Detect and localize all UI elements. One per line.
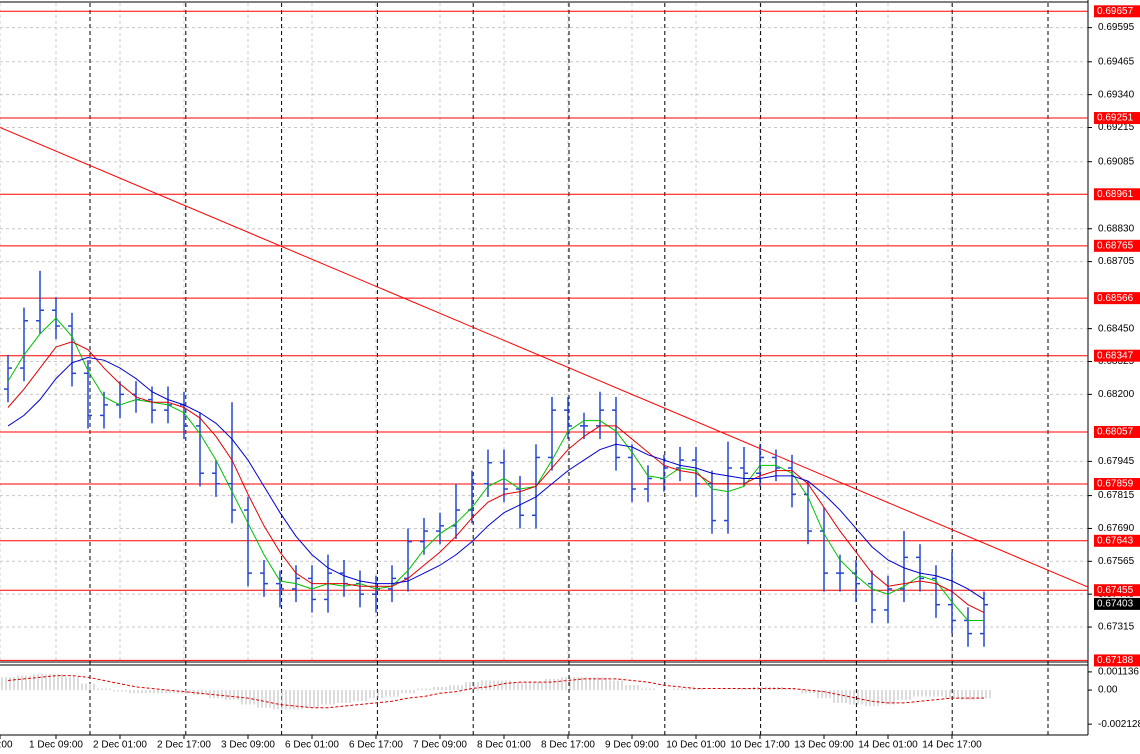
level-label: 0.69251 (1097, 113, 1134, 124)
y-tick-label: 0.68830 (1098, 223, 1135, 234)
y-tick-label: 0.67815 (1098, 490, 1135, 501)
level-label: 0.69657 (1097, 6, 1134, 17)
plot-area (0, 3, 1088, 735)
x-tick-label: 7 Dec 09:00 (413, 740, 467, 751)
level-label: 0.68765 (1097, 240, 1134, 251)
x-tick-label: 8 Dec 01:00 (477, 740, 531, 751)
level-label-bg (1094, 534, 1140, 547)
y-tick-label: 0.68200 (1098, 389, 1135, 400)
level-label: 0.68057 (1097, 427, 1134, 438)
y-tick-label: 0.001136 (1098, 667, 1139, 678)
x-tick-label: 13 Dec 09:00 (794, 740, 854, 751)
level-label: 0.67188 (1097, 655, 1134, 666)
level-label-bg (1094, 239, 1140, 252)
x-tick-label: 10 Dec 17:00 (730, 740, 790, 751)
level-label-bg (1094, 425, 1140, 438)
last-price-label: 0.67403 (1097, 599, 1134, 610)
x-tick-label: 14 Dec 17:00 (922, 740, 982, 751)
level-label-bg (1094, 112, 1140, 125)
y-tick-label: 0.67945 (1098, 456, 1135, 467)
y-tick-label: 0.68450 (1098, 323, 1135, 334)
level-label-bg (1094, 292, 1140, 305)
trendline (0, 127, 1089, 588)
level-label-bg (1094, 5, 1140, 18)
level-label: 0.68961 (1097, 189, 1134, 200)
signal-line (7, 675, 984, 709)
y-tick-label: 0.69465 (1098, 56, 1135, 67)
level-label-bg (1094, 478, 1140, 491)
x-tick-label: 17:00 (0, 740, 13, 751)
level-label-bg (1094, 349, 1140, 362)
last-price-bg (1094, 597, 1140, 610)
y-tick-label: -0.002128 (1098, 719, 1140, 730)
y-tick-label: 0.67315 (1098, 622, 1135, 633)
x-tick-label: 6 Dec 01:00 (285, 740, 339, 751)
x-tick-label: 2 Dec 17:00 (157, 740, 211, 751)
y-tick-label: 0.00 (1098, 685, 1118, 696)
level-label-bg (1094, 188, 1140, 201)
x-tick-label: 14 Dec 01:00 (858, 740, 918, 751)
moving-average (7, 357, 985, 600)
x-tick-label: 6 Dec 17:00 (349, 740, 403, 751)
x-tick-label: 10 Dec 01:00 (666, 740, 726, 751)
y-tick-label: 0.67690 (1098, 523, 1135, 534)
x-tick-label: 9 Dec 09:00 (605, 740, 659, 751)
y-tick-label: 0.68705 (1098, 256, 1135, 267)
level-label: 0.67859 (1097, 479, 1134, 490)
y-tick-label: 0.69085 (1098, 156, 1135, 167)
y-tick-label: 0.69595 (1098, 22, 1135, 33)
level-label: 0.68566 (1097, 293, 1134, 304)
level-label-bg (1094, 654, 1140, 667)
level-label: 0.67455 (1097, 585, 1134, 596)
x-tick-label: 3 Dec 09:00 (221, 740, 275, 751)
level-label-bg (1094, 584, 1140, 597)
moving-average (7, 317, 984, 621)
y-tick-label: 0.67565 (1098, 556, 1135, 567)
y-tick-label: 0.69340 (1098, 89, 1135, 100)
moving-average (7, 341, 985, 614)
x-tick-label: 8 Dec 17:00 (541, 740, 595, 751)
level-label: 0.67643 (1097, 535, 1134, 546)
x-tick-label: 2 Dec 01:00 (93, 740, 147, 751)
y-tick-label: 0.69215 (1098, 122, 1135, 133)
x-tick-label: 1 Dec 09:00 (29, 740, 83, 751)
level-label: 0.68347 (1097, 350, 1134, 361)
